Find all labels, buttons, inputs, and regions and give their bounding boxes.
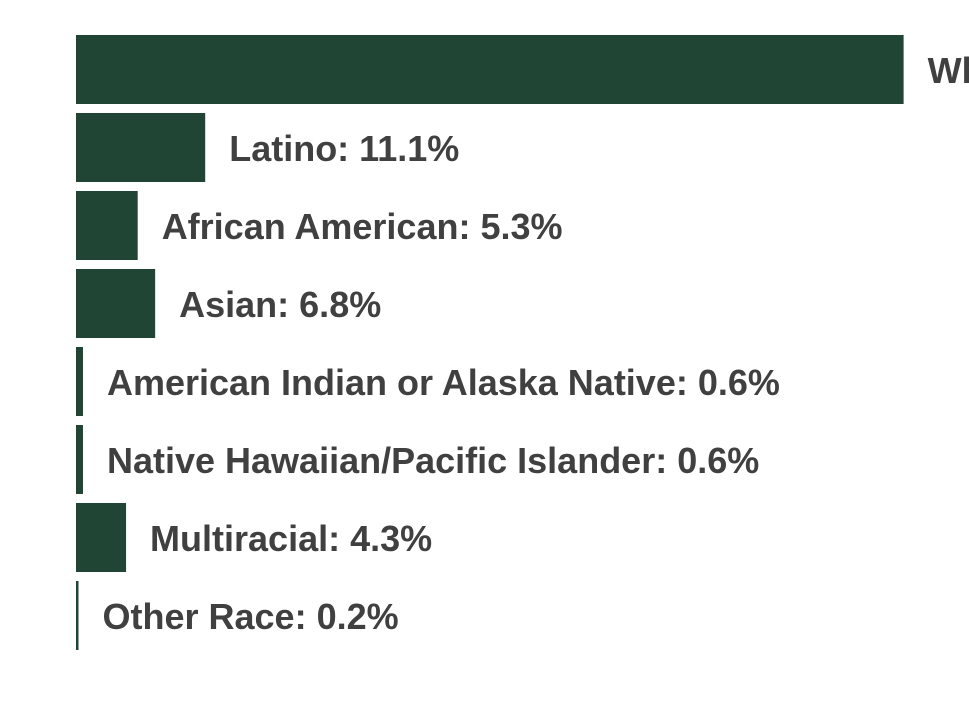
data-label-latino: Latino: 11.1% xyxy=(229,128,459,169)
bar-african-american xyxy=(76,191,138,260)
data-labels-group: White: 71.1% Latino: 11.1% African America… xyxy=(103,50,969,637)
bar-native-hawaiian-pacific-islander xyxy=(76,425,83,494)
data-label-asian: Asian: 6.8% xyxy=(179,284,381,325)
data-label-american-indian-or-alaska-native: American Indian or Alaska Native: 0.6% xyxy=(107,362,780,403)
data-label-other-race: Other Race: 0.2% xyxy=(103,596,399,637)
bar-latino xyxy=(76,113,205,182)
bar-asian xyxy=(76,269,155,338)
bar-multiracial xyxy=(76,503,126,572)
data-label-african-american: African American: 5.3% xyxy=(162,206,563,247)
bar-white xyxy=(76,35,904,104)
data-label-white: White: 71.1% xyxy=(928,50,969,91)
data-label-multiracial: Multiracial: 4.3% xyxy=(150,518,432,559)
bar-other-race xyxy=(76,581,79,650)
data-label-native-hawaiian-pacific-islander: Native Hawaiian/Pacific Islander: 0.6% xyxy=(107,440,759,481)
bar-american-indian-or-alaska-native xyxy=(76,347,83,416)
